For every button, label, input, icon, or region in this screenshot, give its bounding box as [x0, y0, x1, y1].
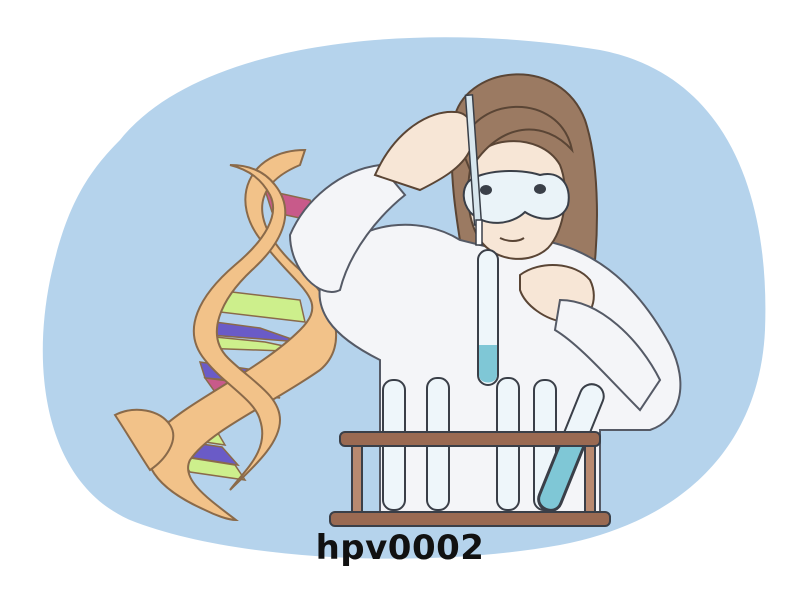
image-caption: hpv0002: [0, 528, 800, 568]
